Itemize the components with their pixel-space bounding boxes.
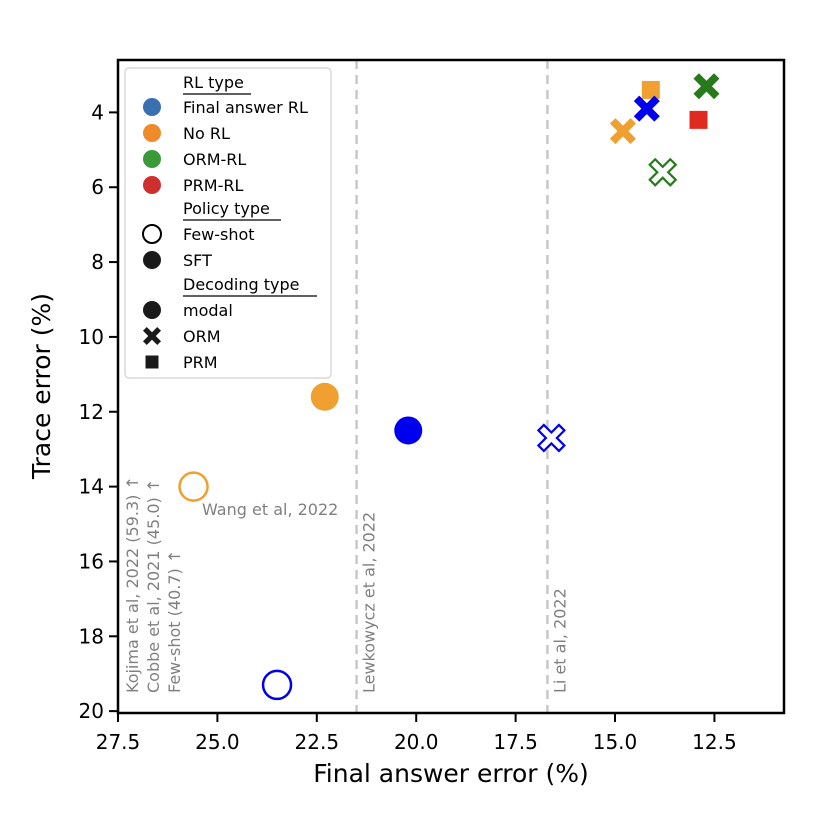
annotation-wang: Wang et al, 2022 xyxy=(202,500,338,519)
y-tick-label: 12 xyxy=(79,400,104,424)
x-tick-label: 15.0 xyxy=(593,730,638,754)
data-point xyxy=(693,73,720,100)
legend-item-label: Final answer RL xyxy=(183,98,308,117)
offscale-annotation: Cobbe et al, 2021 (45.0) ↑ xyxy=(144,479,163,693)
legend-item-label: PRM xyxy=(183,353,218,372)
data-point xyxy=(609,118,636,145)
annotations: Wang et al, 2022 Kojima et al, 2022 (59.… xyxy=(123,476,338,693)
x-tick-label: 22.5 xyxy=(295,730,340,754)
y-tick-label: 10 xyxy=(79,325,104,349)
x-axis: 27.5 25.0 22.5 20.0 17.5 15.0 12.5 xyxy=(96,713,737,754)
legend-rl-marker xyxy=(143,176,161,194)
reference-line-label: Lewkowycz et al, 2022 xyxy=(360,512,379,693)
offscale-annotation: Few-shot (40.7) ↑ xyxy=(165,550,184,693)
data-point xyxy=(310,382,339,411)
legend-section-title: Policy type xyxy=(183,199,270,218)
legend-item-label: ORM-RL xyxy=(183,150,246,169)
legend-item-label: ORM xyxy=(183,327,221,346)
y-axis: 4 6 8 10 12 14 16 18 20 xyxy=(79,100,118,723)
data-point xyxy=(178,471,209,502)
y-tick-label: 4 xyxy=(91,100,104,124)
legend-policy-marker xyxy=(143,251,161,269)
legend-item-label: No RL xyxy=(183,124,230,143)
legend-policy-marker xyxy=(142,224,162,244)
x-tick-label: 20.0 xyxy=(394,730,439,754)
data-point xyxy=(648,157,678,187)
y-tick-label: 14 xyxy=(79,475,104,499)
x-axis-label: Final answer error (%) xyxy=(313,759,589,788)
y-tick-label: 20 xyxy=(79,699,104,723)
legend-section-title: Decoding type xyxy=(183,275,299,294)
legend-section-title: RL type xyxy=(183,73,244,92)
legend-decoding-marker xyxy=(145,355,159,369)
data-point xyxy=(689,110,708,129)
legend: RL type Final answer RL No RL ORM-RL PRM-RL P… xyxy=(124,67,332,379)
legend-rl-marker xyxy=(143,124,161,142)
data-points xyxy=(178,73,720,701)
data-point xyxy=(261,669,293,701)
plot-frame xyxy=(116,58,786,715)
legend-box xyxy=(124,67,332,379)
y-tick-label: 18 xyxy=(79,624,104,648)
x-tick-label: 25.0 xyxy=(195,730,240,754)
legend-rl-marker xyxy=(143,98,161,116)
x-tick-label: 12.5 xyxy=(692,730,737,754)
data-point xyxy=(633,95,660,122)
legend-item-label: PRM-RL xyxy=(183,176,243,195)
legend-item-label: modal xyxy=(183,301,233,320)
y-tick-label: 6 xyxy=(91,175,104,199)
data-point xyxy=(641,80,660,99)
y-axis-label: Trace error (%) xyxy=(27,293,56,480)
x-tick-label: 27.5 xyxy=(96,730,141,754)
offscale-annotation: Kojima et al, 2022 (59.3) ↑ xyxy=(123,476,142,693)
reference-lines: Lewkowycz et al, 2022 Li et al, 2022 xyxy=(355,60,569,713)
legend-rl-marker xyxy=(143,150,161,168)
legend-item-label: Few-shot xyxy=(183,225,255,244)
data-point xyxy=(394,416,423,445)
y-tick-label: 8 xyxy=(91,250,104,274)
y-tick-label: 16 xyxy=(79,549,104,573)
data-point xyxy=(536,423,566,453)
legend-decoding-marker xyxy=(143,327,161,345)
legend-item-label: SFT xyxy=(183,251,212,270)
reference-line-label: Li et al, 2022 xyxy=(550,588,569,693)
legend-decoding-marker xyxy=(143,301,161,319)
x-tick-label: 17.5 xyxy=(493,730,538,754)
